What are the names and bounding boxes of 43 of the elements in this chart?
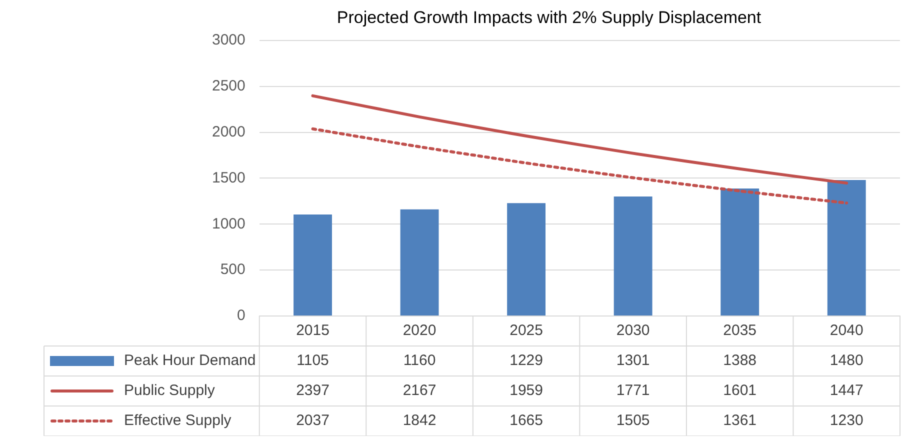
data-label: 1480 <box>830 352 864 370</box>
data-label: 1842 <box>402 412 436 430</box>
legend-label: Effective Supply <box>124 412 232 430</box>
x-tick-label: 2030 <box>616 322 650 340</box>
x-tick-label: 2035 <box>723 322 757 340</box>
bar <box>720 188 760 316</box>
chart-title: Projected Growth Impacts with 2% Supply Displacement <box>336 8 762 27</box>
line-series <box>311 94 848 185</box>
x-tick-label: 2020 <box>402 322 436 340</box>
bar <box>294 214 332 316</box>
bar <box>827 180 866 316</box>
y-tick-label: 3000 <box>212 32 246 49</box>
data-label: 2167 <box>402 382 436 400</box>
y-tick-label: 2000 <box>212 123 246 140</box>
data-label: 1361 <box>723 412 757 430</box>
data-label: 1105 <box>296 352 329 370</box>
data-label: 2397 <box>296 382 330 400</box>
y-tick-label: 1000 <box>212 215 246 232</box>
data-label: 1230 <box>830 412 864 430</box>
data-label: 1447 <box>830 382 864 400</box>
x-tick-label: 2015 <box>296 322 330 340</box>
legend-label: Peak Hour Demand <box>124 352 256 370</box>
y-tick-label: 2500 <box>212 77 246 94</box>
bar <box>507 203 546 316</box>
data-label: 1771 <box>616 382 650 400</box>
y-tick-label: 1500 <box>212 169 246 186</box>
data-label: 1160 <box>403 352 436 370</box>
bar <box>614 196 652 316</box>
data-label: 1229 <box>510 352 543 370</box>
data-label: 1301 <box>616 352 650 370</box>
data-label: 1505 <box>616 412 650 430</box>
y-tick-label: 500 <box>220 261 246 278</box>
y-tick-label: 0 <box>237 307 246 324</box>
data-label: 1388 <box>723 352 757 370</box>
line-series <box>311 127 848 205</box>
data-label: 1959 <box>510 382 543 400</box>
data-label: 2037 <box>296 412 330 430</box>
x-tick-label: 2040 <box>830 322 864 340</box>
bar <box>400 209 439 316</box>
x-tick-label: 2025 <box>510 322 543 340</box>
data-label: 1665 <box>510 412 543 430</box>
legend-label: Public Supply <box>124 382 216 400</box>
data-label: 1601 <box>723 382 757 400</box>
